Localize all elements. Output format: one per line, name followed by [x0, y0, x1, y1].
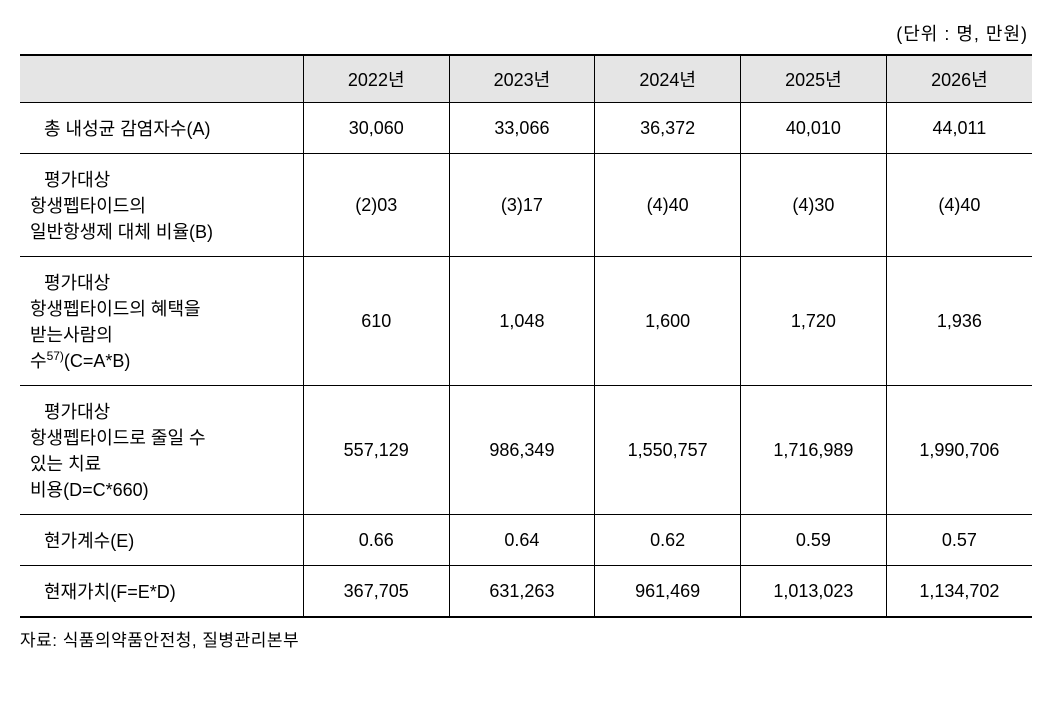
label-text: 항생펩타이드의 — [30, 196, 146, 216]
row-label-f: 현재가치(F=E*D) — [20, 566, 303, 618]
cell: 610 — [303, 257, 449, 386]
cell: 986,349 — [449, 386, 595, 515]
cell: 1,716,989 — [741, 386, 887, 515]
cell: 1,600 — [595, 257, 741, 386]
row-label-d: 평가대상 항생펩타이드로 줄일 수 있는 치료 비용(D=C*660) — [20, 386, 303, 515]
unit-label: (단위 : 명, 만원) — [20, 20, 1032, 46]
header-blank — [20, 55, 303, 103]
superscript: 57) — [47, 349, 64, 363]
cell: (3)17 — [449, 154, 595, 257]
row-label-c: 평가대상 항생펩타이드의 혜택을 받는사람의 수57)(C=A*B) — [20, 257, 303, 386]
cell: 44,011 — [886, 103, 1032, 154]
cell: 0.62 — [595, 515, 741, 566]
header-2022: 2022년 — [303, 55, 449, 103]
table-row: 평가대상 항생펩타이드의 일반항생제 대체 비율(B) (2)03 (3)17 … — [20, 154, 1032, 257]
label-text: 비용(D=C*660) — [30, 480, 149, 500]
cell: 367,705 — [303, 566, 449, 618]
cell: (4)30 — [741, 154, 887, 257]
cell: 0.59 — [741, 515, 887, 566]
cell: 1,936 — [886, 257, 1032, 386]
cell: 557,129 — [303, 386, 449, 515]
label-text: 수 — [30, 351, 47, 371]
data-table: 2022년 2023년 2024년 2025년 2026년 총 내성균 감염자수… — [20, 54, 1032, 618]
label-text: (C=A*B) — [64, 351, 131, 371]
label-text: 평가대상 — [30, 398, 295, 424]
header-2023: 2023년 — [449, 55, 595, 103]
cell: 631,263 — [449, 566, 595, 618]
cell: (4)40 — [595, 154, 741, 257]
row-label-b: 평가대상 항생펩타이드의 일반항생제 대체 비율(B) — [20, 154, 303, 257]
table-row: 현가계수(E) 0.66 0.64 0.62 0.59 0.57 — [20, 515, 1032, 566]
header-2025: 2025년 — [741, 55, 887, 103]
cell: 0.64 — [449, 515, 595, 566]
cell: (2)03 — [303, 154, 449, 257]
header-row: 2022년 2023년 2024년 2025년 2026년 — [20, 55, 1032, 103]
cell: 0.57 — [886, 515, 1032, 566]
cell: 30,060 — [303, 103, 449, 154]
row-label-e: 현가계수(E) — [20, 515, 303, 566]
cell: 0.66 — [303, 515, 449, 566]
label-text: 받는사람의 — [30, 325, 113, 345]
label-text: 평가대상 — [30, 269, 295, 295]
label-text: 항생펩타이드의 혜택을 — [30, 299, 201, 319]
cell: 40,010 — [741, 103, 887, 154]
table-row: 총 내성균 감염자수(A) 30,060 33,066 36,372 40,01… — [20, 103, 1032, 154]
header-2026: 2026년 — [886, 55, 1032, 103]
table-row: 평가대상 항생펩타이드로 줄일 수 있는 치료 비용(D=C*660) 557,… — [20, 386, 1032, 515]
cell: (4)40 — [886, 154, 1032, 257]
cell: 1,720 — [741, 257, 887, 386]
cell: 961,469 — [595, 566, 741, 618]
source-label: 자료: 식품의약품안전청, 질병관리본부 — [20, 626, 1032, 651]
cell: 1,550,757 — [595, 386, 741, 515]
label-text: 항생펩타이드로 줄일 수 — [30, 428, 206, 448]
table-row: 평가대상 항생펩타이드의 혜택을 받는사람의 수57)(C=A*B) 610 1… — [20, 257, 1032, 386]
label-text: 있는 치료 — [30, 454, 101, 474]
cell: 1,048 — [449, 257, 595, 386]
cell: 1,990,706 — [886, 386, 1032, 515]
row-label-a: 총 내성균 감염자수(A) — [20, 103, 303, 154]
cell: 1,134,702 — [886, 566, 1032, 618]
label-text: 일반항생제 대체 비율(B) — [30, 222, 213, 242]
table-row: 현재가치(F=E*D) 367,705 631,263 961,469 1,01… — [20, 566, 1032, 618]
cell: 33,066 — [449, 103, 595, 154]
cell: 36,372 — [595, 103, 741, 154]
cell: 1,013,023 — [741, 566, 887, 618]
label-text: 평가대상 — [30, 166, 295, 192]
header-2024: 2024년 — [595, 55, 741, 103]
